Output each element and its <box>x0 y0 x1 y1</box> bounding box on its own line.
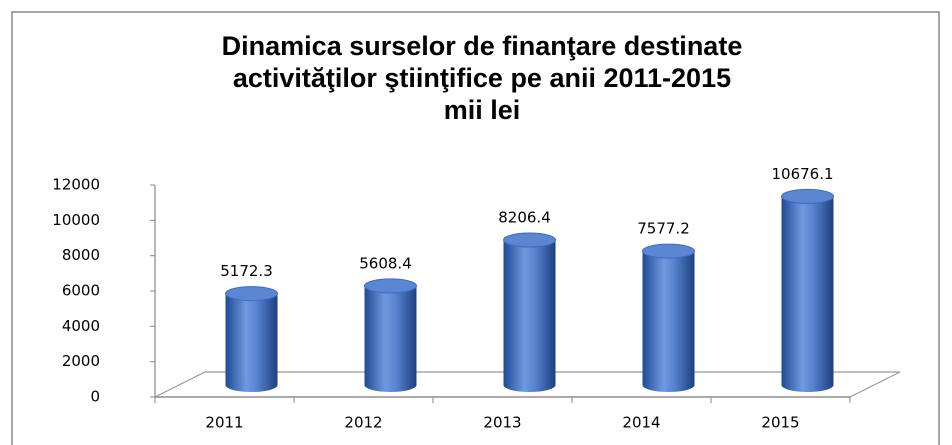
y-tick-label: 10000 <box>52 211 100 229</box>
x-tick-label: 2013 <box>483 414 521 432</box>
bar <box>364 285 417 393</box>
value-label: 10676.1 <box>771 165 833 183</box>
y-tick-label: 12000 <box>52 176 100 194</box>
x-tick-label: 2014 <box>622 414 660 432</box>
y-tick-label: 0 <box>90 388 100 406</box>
bar-top <box>364 278 417 294</box>
bar <box>225 293 278 393</box>
x-tick-label: 2012 <box>344 414 382 432</box>
bar <box>503 240 556 393</box>
bar <box>781 196 834 393</box>
y-tick-label: 6000 <box>62 282 100 300</box>
chart-title: mii lei <box>444 95 521 125</box>
y-tick-label: 2000 <box>62 352 100 370</box>
chart-title: activităţilor ştiinţifice pe anii 2011-2… <box>233 63 731 93</box>
bar <box>642 251 695 393</box>
value-label: 8206.4 <box>498 209 551 227</box>
bar-top <box>642 243 695 259</box>
chart-title: Dinamica surselor de finanţare destinate <box>222 31 743 61</box>
bar-top <box>503 232 556 248</box>
bar-top <box>225 286 278 302</box>
y-tick-label: 4000 <box>62 317 100 335</box>
value-label: 5608.4 <box>359 254 412 272</box>
y-tick-label: 8000 <box>62 246 100 264</box>
x-tick-label: 2011 <box>205 414 243 432</box>
bar-top <box>781 188 834 204</box>
x-tick-label: 2015 <box>761 414 799 432</box>
value-label: 7577.2 <box>637 220 690 238</box>
value-label: 5172.3 <box>220 262 273 280</box>
